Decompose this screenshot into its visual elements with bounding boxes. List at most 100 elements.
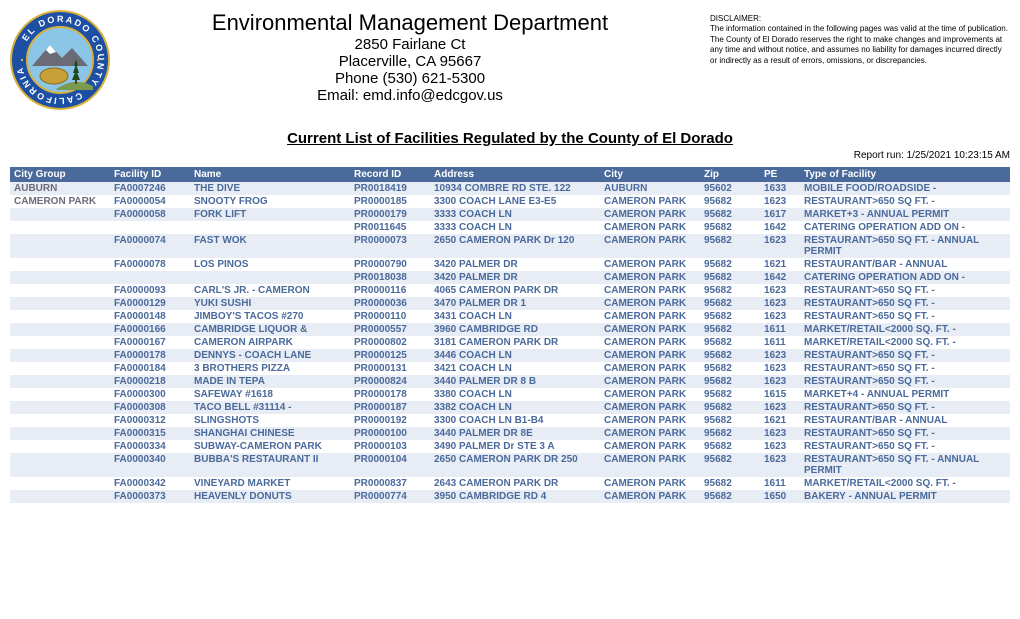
cell-address: 2650 CAMERON PARK DR 250 <box>430 453 600 477</box>
cell-group <box>10 258 110 271</box>
cell-type: RESTAURANT>650 SQ FT. - <box>800 362 1010 375</box>
cell-record: PR0018419 <box>350 182 430 195</box>
disclaimer-body: The information contained in the followi… <box>710 24 1008 64</box>
cell-address: 3420 PALMER DR <box>430 258 600 271</box>
cell-name: MADE IN TEPA <box>190 375 350 388</box>
table-row: FA0000300SAFEWAY #1618PR00001783380 COAC… <box>10 388 1010 401</box>
cell-group <box>10 310 110 323</box>
cell-pe: 1642 <box>760 271 800 284</box>
cell-record: PR0000104 <box>350 453 430 477</box>
cell-facility: FA0000315 <box>110 427 190 440</box>
cell-name: YUKI SUSHI <box>190 297 350 310</box>
column-header-pe: PE <box>760 167 800 182</box>
cell-zip: 95682 <box>700 208 760 221</box>
cell-facility <box>110 271 190 284</box>
cell-name: SNOOTY FROG <box>190 195 350 208</box>
table-row: FA0000334SUBWAY-CAMERON PARKPR0000103349… <box>10 440 1010 453</box>
cell-group <box>10 477 110 490</box>
cell-type: RESTAURANT>650 SQ FT. - <box>800 349 1010 362</box>
cell-city: CAMERON PARK <box>600 375 700 388</box>
cell-zip: 95682 <box>700 323 760 336</box>
cell-name: SUBWAY-CAMERON PARK <box>190 440 350 453</box>
cell-record: PR0000131 <box>350 362 430 375</box>
table-row: CAMERON PARKFA0000054SNOOTY FROGPR000018… <box>10 195 1010 208</box>
cell-pe: 1615 <box>760 388 800 401</box>
cell-zip: 95682 <box>700 297 760 310</box>
cell-city: CAMERON PARK <box>600 388 700 401</box>
cell-pe: 1623 <box>760 362 800 375</box>
cell-group <box>10 362 110 375</box>
cell-city: AUBURN <box>600 182 700 195</box>
table-row: FA0000373HEAVENLY DONUTSPR00007743950 CA… <box>10 490 1010 503</box>
cell-city: CAMERON PARK <box>600 195 700 208</box>
cell-group <box>10 388 110 401</box>
page-header: EL DORADO COUNTY CALIFORNIA Environmenta… <box>10 10 1010 110</box>
cell-address: 10934 COMBRE RD STE. 122 <box>430 182 600 195</box>
cell-pe: 1621 <box>760 414 800 427</box>
column-header-record: Record ID <box>350 167 430 182</box>
cell-zip: 95682 <box>700 427 760 440</box>
cell-record: PR0000802 <box>350 336 430 349</box>
cell-name: SLINGSHOTS <box>190 414 350 427</box>
table-row: FA0000342VINEYARD MARKETPR00008372643 CA… <box>10 477 1010 490</box>
cell-address: 3440 PALMER DR 8E <box>430 427 600 440</box>
cell-address: 3440 PALMER DR 8 B <box>430 375 600 388</box>
cell-record: PR0000837 <box>350 477 430 490</box>
cell-facility: FA0000373 <box>110 490 190 503</box>
disclaimer-heading: DISCLAIMER: <box>710 14 1010 24</box>
cell-zip: 95682 <box>700 414 760 427</box>
cell-record: PR0000110 <box>350 310 430 323</box>
cell-zip: 95682 <box>700 271 760 284</box>
cell-pe: 1650 <box>760 490 800 503</box>
table-row: FA0000129YUKI SUSHIPR00000363470 PALMER … <box>10 297 1010 310</box>
cell-pe: 1623 <box>760 234 800 258</box>
cell-type: MARKET+4 - ANNUAL PERMIT <box>800 388 1010 401</box>
email-line: Email: emd.info@edcgov.us <box>120 87 700 104</box>
cell-facility: FA0000129 <box>110 297 190 310</box>
cell-group <box>10 401 110 414</box>
cell-pe: 1623 <box>760 310 800 323</box>
cell-group <box>10 234 110 258</box>
cell-type: RESTAURANT>650 SQ FT. - <box>800 297 1010 310</box>
cell-zip: 95682 <box>700 375 760 388</box>
cell-name: TACO BELL #31114 - <box>190 401 350 414</box>
cell-group <box>10 375 110 388</box>
cell-record: PR0018038 <box>350 271 430 284</box>
cell-name: CAMBRIDGE LIQUOR & <box>190 323 350 336</box>
cell-address: 4065 CAMERON PARK DR <box>430 284 600 297</box>
cell-facility: FA0000093 <box>110 284 190 297</box>
table-row: FA0000093CARL'S JR. - CAMERONPR000011640… <box>10 284 1010 297</box>
report-run-date: Report run: 1/25/2021 10:23:15 AM <box>10 150 1010 161</box>
cell-name: CAMERON AIRPARK <box>190 336 350 349</box>
cell-address: 3300 COACH LN B1-B4 <box>430 414 600 427</box>
table-row: FA0000340BUBBA'S RESTAURANT IIPR00001042… <box>10 453 1010 477</box>
table-row: PR00116453333 COACH LNCAMERON PARK956821… <box>10 221 1010 234</box>
cell-facility: FA0000312 <box>110 414 190 427</box>
cell-group: CAMERON PARK <box>10 195 110 208</box>
cell-type: MARKET/RETAIL<2000 SQ. FT. - <box>800 477 1010 490</box>
cell-record: PR0000036 <box>350 297 430 310</box>
cell-record: PR0000116 <box>350 284 430 297</box>
cell-zip: 95682 <box>700 453 760 477</box>
title-block: Environmental Management Department 2850… <box>120 10 700 104</box>
cell-pe: 1623 <box>760 375 800 388</box>
table-row: FA0000178DENNYS - COACH LANEPR0000125344… <box>10 349 1010 362</box>
cell-type: CATERING OPERATION ADD ON - <box>800 271 1010 284</box>
cell-city: CAMERON PARK <box>600 414 700 427</box>
cell-name: FORK LIFT <box>190 208 350 221</box>
cell-pe: 1621 <box>760 258 800 271</box>
cell-type: MARKET+3 - ANNUAL PERMIT <box>800 208 1010 221</box>
cell-facility: FA0000058 <box>110 208 190 221</box>
cell-facility: FA0000342 <box>110 477 190 490</box>
cell-type: CATERING OPERATION ADD ON - <box>800 221 1010 234</box>
cell-pe: 1642 <box>760 221 800 234</box>
table-row: FA0000315SHANGHAI CHINESEPR00001003440 P… <box>10 427 1010 440</box>
cell-type: RESTAURANT>650 SQ FT. - <box>800 440 1010 453</box>
table-row: FA0000167CAMERON AIRPARKPR00008023181 CA… <box>10 336 1010 349</box>
table-body: AUBURNFA0007246THE DIVEPR001841910934 CO… <box>10 182 1010 503</box>
cell-facility: FA0000300 <box>110 388 190 401</box>
column-header-group: City Group <box>10 167 110 182</box>
cell-pe: 1623 <box>760 297 800 310</box>
cell-group <box>10 440 110 453</box>
cell-name: VINEYARD MARKET <box>190 477 350 490</box>
